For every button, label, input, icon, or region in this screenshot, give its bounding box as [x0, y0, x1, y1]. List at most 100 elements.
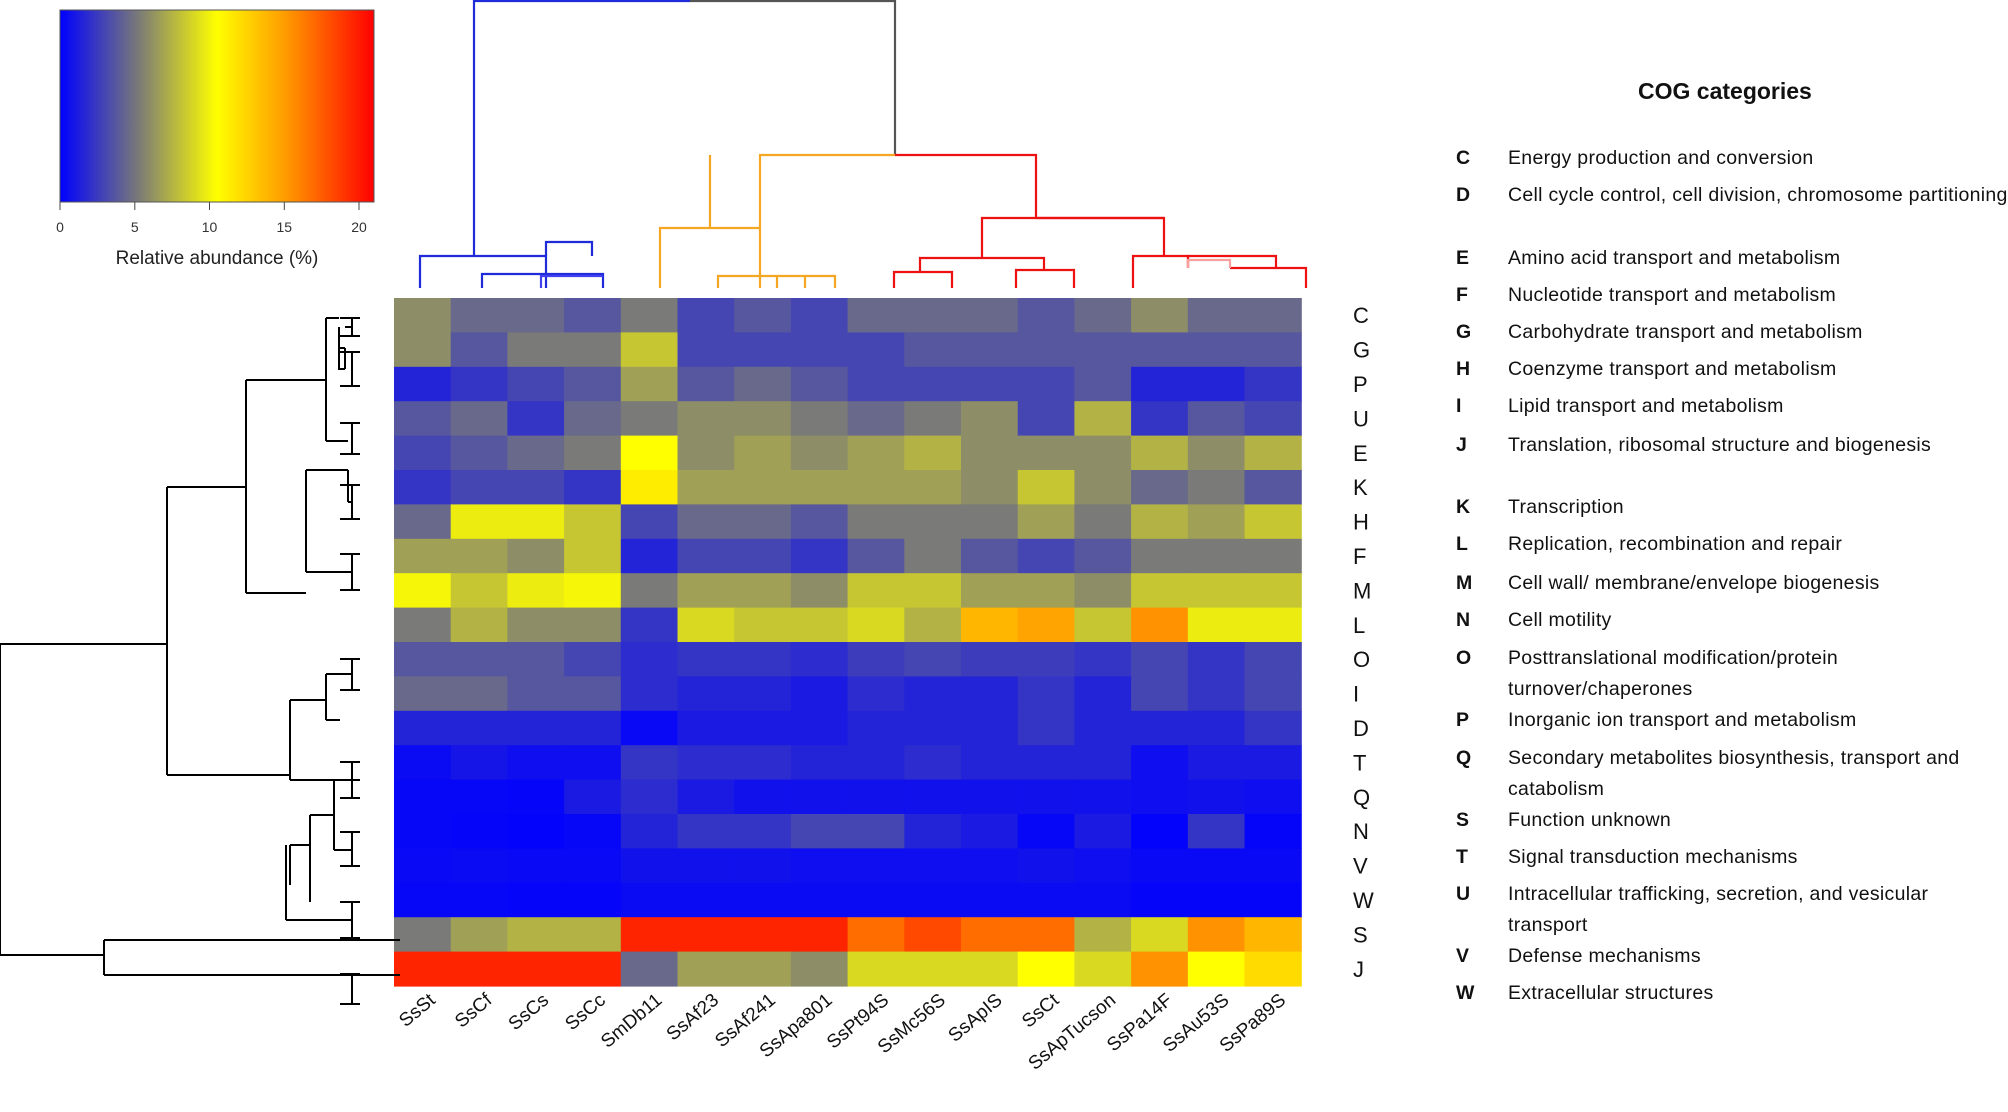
legend-code: I: [1456, 395, 1462, 417]
heatmap-cell-O-SsPa89S: [1244, 642, 1302, 677]
heatmap-cell-C-SsCs: [507, 298, 565, 333]
heatmap-cell-E-SsMc56S: [904, 435, 962, 471]
heatmap-cell-L-SsApa801: [790, 607, 849, 643]
heatmap-cell-T-SsCc: [564, 745, 622, 781]
heatmap-cell-F-SsAu53S: [1187, 538, 1246, 574]
heatmap-cell-D-SsApTucson: [1074, 710, 1132, 746]
heatmap-cell-J-SsCf: [450, 951, 508, 987]
heatmap-cell-S-SsApa801: [790, 917, 849, 953]
heatmap-cell-I-SsCc: [564, 676, 622, 712]
heatmap-cell-I-SsPa14F: [1131, 676, 1189, 712]
legend-code: J: [1456, 434, 1467, 456]
heatmap-cell-F-SsApIS: [961, 538, 1019, 574]
heatmap-cell-J-SsPa89S: [1244, 951, 1302, 987]
heatmap-cell-T-SsPt94S: [847, 745, 905, 781]
heatmap-cell-M-SsApIS: [961, 573, 1019, 609]
legend-code: V: [1456, 945, 1470, 967]
heatmap-cell-Q-SsApTucson: [1074, 779, 1132, 815]
heatmap-cell-V-SsPt94S: [847, 848, 905, 884]
heatmap-cell-C-SsPt94S: [847, 298, 905, 333]
heatmap-cell-J-SsSt: [394, 951, 452, 987]
heatmap-cell-H-SsCs: [507, 504, 565, 540]
heatmap-cell-P-SsAf241: [734, 366, 792, 402]
legend-description: Carbohydrate transport and metabolism: [1508, 321, 1863, 343]
heatmap-cell-W-SsAf23: [677, 882, 735, 918]
legend-code: P: [1456, 709, 1470, 731]
column-label-SsSt: SsSt: [395, 989, 440, 1031]
legend-description: Energy production and conversion: [1508, 147, 1814, 169]
heatmap-cell-E-SsCt: [1017, 435, 1075, 471]
legend-description: Cell cycle control, cell division, chrom…: [1508, 184, 2008, 206]
heatmap-cell-N-SsPa14F: [1131, 814, 1189, 849]
heatmap-cell-K-SmDb11: [620, 470, 679, 505]
heatmap-cell-L-SsAf23: [677, 607, 735, 643]
heatmap-cell-E-SsCf: [450, 435, 508, 471]
heatmap-cell-W-SsSt: [394, 882, 452, 918]
heatmap-cell-D-SsPa14F: [1131, 710, 1189, 746]
heatmap-cell-U-SsPa14F: [1131, 401, 1189, 437]
heatmap-cell-V-SsApa801: [790, 848, 849, 884]
heatmap-cell-O-SsSt: [394, 642, 452, 677]
heatmap-cell-T-SsCf: [450, 745, 508, 781]
heatmap-cell-J-SsCc: [564, 951, 622, 987]
heatmap-cell-M-SsPa14F: [1131, 573, 1189, 609]
row-label-P: P: [1353, 372, 1368, 397]
legend-code: N: [1456, 609, 1471, 631]
heatmap-cell-Q-SsCt: [1017, 779, 1075, 815]
row-label-F: F: [1353, 544, 1366, 569]
heatmap-cell-O-SsMc56S: [904, 642, 962, 677]
heatmap-cell-I-SmDb11: [620, 676, 679, 712]
heatmap-cell-O-SsCt: [1017, 642, 1075, 677]
legend-description: Defense mechanisms: [1508, 945, 1701, 967]
heatmap-cell-G-SsMc56S: [904, 332, 962, 368]
heatmap-cell-T-SsApTucson: [1074, 745, 1132, 781]
heatmap-cell-I-SsAf241: [734, 676, 792, 712]
heatmap-cell-O-SsApIS: [961, 642, 1019, 677]
heatmap-cell-V-SsCt: [1017, 848, 1075, 884]
legend-description: Inorganic ion transport and metabolism: [1508, 709, 1857, 731]
heatmap-cell-L-SsAf241: [734, 607, 792, 643]
heatmap-cell-U-SsPt94S: [847, 401, 905, 437]
heatmap-cell-H-SsAu53S: [1187, 504, 1246, 540]
heatmap-cell-V-SmDb11: [620, 848, 679, 884]
row-dendrogram: [0, 317, 400, 1005]
heatmap-cell-L-SsCt: [1017, 607, 1075, 643]
heatmap-cell-S-SsAu53S: [1187, 917, 1246, 953]
heatmap-cell-U-SsApIS: [961, 401, 1019, 437]
heatmap-cell-S-SsCc: [564, 917, 622, 953]
heatmap-cell-J-SsApIS: [961, 951, 1019, 987]
heatmap-cell-N-SsPa89S: [1244, 814, 1302, 849]
color-key-tick-label: 0: [56, 219, 64, 235]
heatmap-cells: [394, 298, 1302, 987]
heatmap-cell-N-SsAf23: [677, 814, 735, 849]
heatmap-cell-P-SsCs: [507, 366, 565, 402]
heatmap-cell-O-SsAf241: [734, 642, 792, 677]
heatmap-cell-S-SsPa89S: [1244, 917, 1302, 953]
heatmap-cell-W-SsCf: [450, 882, 508, 918]
heatmap-cell-C-SsPa89S: [1244, 298, 1302, 333]
heatmap-cell-W-SsAu53S: [1187, 882, 1246, 918]
heatmap-cell-G-SsCs: [507, 332, 565, 368]
heatmap-cell-I-SsCt: [1017, 676, 1075, 712]
heatmap-cell-J-SsApTucson: [1074, 951, 1132, 987]
heatmap-cell-K-SsCf: [450, 470, 508, 505]
legend-code: C: [1456, 147, 1471, 169]
legend-code: M: [1456, 572, 1473, 594]
heatmap-cell-I-SsPt94S: [847, 676, 905, 712]
heatmap-cell-I-SsSt: [394, 676, 452, 712]
heatmap-cell-U-SsApa801: [790, 401, 849, 437]
heatmap-cell-U-SsCs: [507, 401, 565, 437]
row-label-O: O: [1353, 647, 1370, 672]
heatmap-cell-S-SmDb11: [620, 917, 679, 953]
heatmap-cell-S-SsPt94S: [847, 917, 905, 953]
heatmap-cell-V-SsMc56S: [904, 848, 962, 884]
legend-code: D: [1456, 184, 1471, 206]
heatmap-cell-K-SsPt94S: [847, 470, 905, 505]
heatmap-cell-W-SsApIS: [961, 882, 1019, 918]
heatmap-cell-J-SsAf23: [677, 951, 735, 987]
heatmap-cell-J-SsPa14F: [1131, 951, 1189, 987]
color-key-gradient: [59, 9, 375, 203]
heatmap-cell-D-SsPa89S: [1244, 710, 1302, 746]
heatmap-cell-H-SsSt: [394, 504, 452, 540]
